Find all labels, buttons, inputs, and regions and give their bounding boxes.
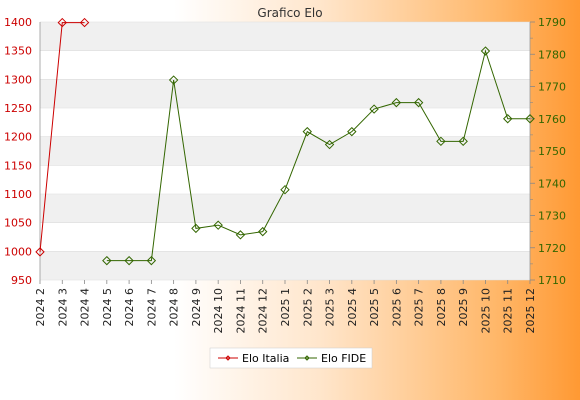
- x-tick-label: 2025 10: [479, 288, 492, 334]
- x-tick-label: 2025 8: [435, 288, 448, 327]
- x-tick-label: 2025 11: [502, 288, 515, 334]
- x-tick-label: 2024 3: [56, 288, 69, 327]
- x-tick-label: 2024 5: [101, 288, 114, 327]
- grid-band: [40, 22, 530, 51]
- left-tick-label: 1000: [4, 245, 32, 258]
- data-point: [413, 97, 424, 108]
- right-tick-label: 1770: [538, 81, 566, 94]
- series-line: [39, 22, 85, 252]
- left-tick-label: 1400: [4, 16, 32, 29]
- left-tick-label: 1300: [4, 73, 32, 86]
- series-layer: [35, 17, 535, 266]
- chart-title: Grafico Elo: [257, 6, 322, 20]
- legend-box: [209, 347, 373, 369]
- data-point: [525, 114, 535, 124]
- data-point: [436, 136, 446, 147]
- x-tick-label: 2025 3: [324, 288, 337, 327]
- x-tick-label: 2024 4: [79, 288, 92, 327]
- legend-marker: [304, 355, 310, 361]
- data-point: [79, 17, 90, 28]
- grid-band: [40, 194, 530, 223]
- series-elo-italia: [35, 17, 90, 257]
- data-point: [480, 46, 491, 56]
- data-point: [302, 126, 312, 137]
- x-tick-label: 2025 5: [368, 288, 381, 327]
- data-point: [57, 17, 67, 28]
- x-tick-label: 2025 12: [524, 288, 537, 334]
- grid-bands: [40, 22, 530, 280]
- x-tick-label: 2024 2: [34, 288, 47, 327]
- data-point: [146, 255, 157, 266]
- left-tick-label: 1350: [4, 45, 32, 58]
- data-point: [102, 255, 112, 266]
- grid-lines: [40, 21, 530, 281]
- right-tick-label: 1730: [538, 210, 566, 223]
- x-tick-label: 2025 4: [346, 288, 359, 327]
- legend-label-elo-fide: Elo FIDE: [321, 352, 366, 365]
- x-tick-label: 2025 1: [279, 288, 292, 327]
- left-tick-label: 950: [11, 274, 32, 287]
- right-tick-label: 1780: [538, 48, 566, 61]
- legend-item-elo-italia: Elo Italia: [218, 352, 289, 365]
- x-tick-label: 2024 7: [145, 288, 158, 327]
- legend: Elo Italia Elo FIDE: [209, 347, 373, 369]
- x-tick-label: 2025 9: [457, 288, 470, 327]
- data-point: [391, 97, 402, 108]
- data-point: [258, 226, 268, 237]
- right-tick-label: 1790: [538, 16, 566, 29]
- data-point: [347, 126, 357, 137]
- x-tick-label: 2025 6: [390, 288, 403, 327]
- x-tick-label: 2024 11: [234, 288, 247, 334]
- x-tick-label: 2025 7: [413, 288, 426, 327]
- x-tick-label: 2024 10: [212, 288, 225, 334]
- right-tick-label: 1760: [538, 113, 566, 126]
- data-point: [168, 75, 179, 85]
- data-point: [458, 136, 468, 147]
- legend-label-elo-italia: Elo Italia: [242, 352, 289, 365]
- left-tick-label: 1100: [4, 188, 32, 201]
- x-tick-label: 2024 9: [190, 288, 203, 327]
- x-tick-label: 2024 8: [168, 288, 181, 327]
- data-point: [324, 139, 335, 150]
- data-point: [503, 114, 513, 124]
- data-point: [369, 104, 379, 114]
- x-tick-label: 2024 12: [257, 288, 270, 334]
- right-axis-ticks: 1710 1720 1730 1740 1750 1760 1770 1780 1790: [530, 16, 566, 287]
- data-point: [213, 220, 223, 230]
- grid-band: [40, 79, 530, 108]
- left-tick-label: 1150: [4, 159, 32, 172]
- left-axis-ticks: 950 1000 1050 1100 1150 1200 1250 1300 1350 1400: [4, 16, 32, 287]
- data-point: [235, 230, 246, 240]
- data-point: [191, 223, 201, 234]
- right-tick-label: 1750: [538, 145, 566, 158]
- left-tick-label: 1250: [4, 102, 32, 115]
- x-tick-label: 2024 6: [123, 288, 136, 327]
- x-tick-label: 2025 2: [301, 288, 314, 327]
- data-point: [35, 247, 45, 257]
- legend-item-elo-fide: Elo FIDE: [297, 352, 366, 365]
- data-point: [280, 184, 290, 195]
- right-tick-label: 1710: [538, 274, 566, 287]
- legend-marker: [225, 355, 231, 361]
- right-tick-label: 1720: [538, 242, 566, 255]
- right-tick-label: 1740: [538, 177, 566, 190]
- left-tick-label: 1200: [4, 131, 32, 144]
- series-elo-fide: [102, 46, 535, 266]
- x-axis-ticks: 2024 2 2024 3 2024 4 2024 5 2024 6 2024 7 2024…: [34, 280, 537, 334]
- grid-band: [40, 251, 530, 280]
- left-tick-label: 1050: [4, 217, 32, 230]
- data-point: [124, 255, 134, 266]
